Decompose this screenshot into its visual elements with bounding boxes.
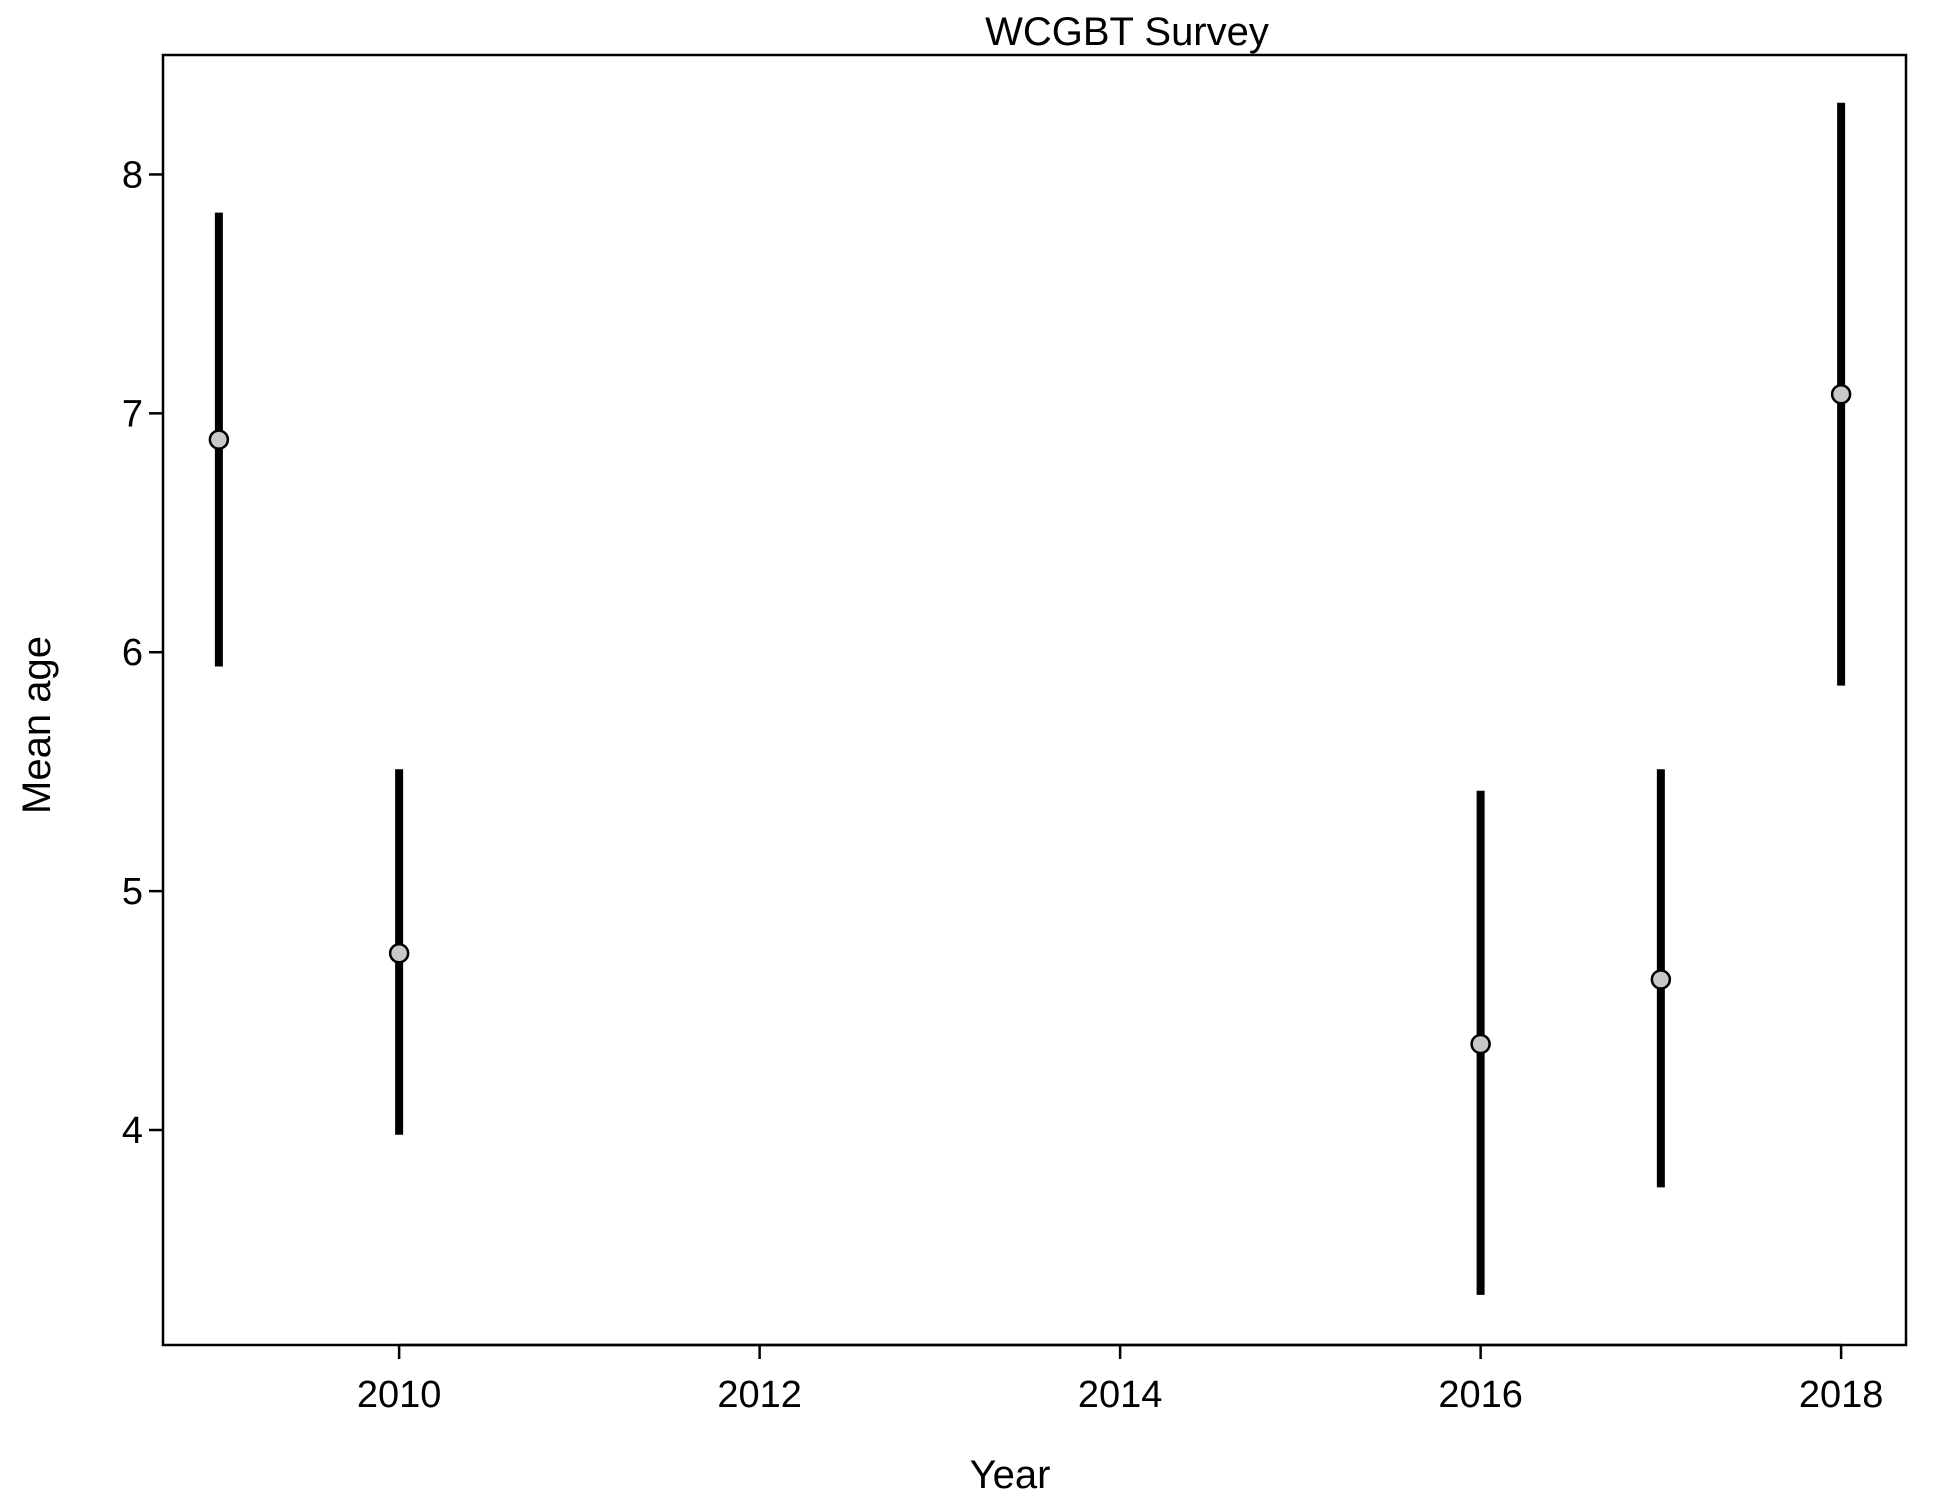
- x-tick-label-2016: 2016: [1438, 1374, 1523, 1416]
- x-axis: 2010 2012 2014 2016 2018: [357, 1343, 1884, 1416]
- plot-area-border: [161, 53, 1908, 1347]
- data-marks: [208, 102, 1852, 1295]
- y-axis-label: Mean age: [15, 636, 59, 814]
- y-tick-label-6: 6: [122, 632, 143, 674]
- y-tick-label-7: 7: [122, 393, 143, 435]
- y-tick-label-5: 5: [122, 871, 143, 913]
- x-tick-label-2012: 2012: [717, 1374, 802, 1416]
- data-point-2016: [1470, 1033, 1491, 1055]
- data-point-2010: [388, 942, 410, 964]
- x-tick-label-2014: 2014: [1078, 1374, 1163, 1416]
- data-point-2009: [208, 429, 230, 450]
- data-point-2017: [1650, 969, 1672, 990]
- x-tick-label-2010: 2010: [357, 1374, 442, 1416]
- y-tick-label-4: 4: [122, 1110, 143, 1152]
- y-axis: 4 5 6 7 8: [122, 154, 163, 1152]
- chart-title: WCGBT Survey: [985, 10, 1269, 54]
- data-point-2018: [1830, 383, 1852, 405]
- y-tick-label-8: 8: [122, 154, 143, 196]
- x-tick-label-2018: 2018: [1799, 1374, 1884, 1416]
- x-axis-label: Year: [970, 1453, 1051, 1497]
